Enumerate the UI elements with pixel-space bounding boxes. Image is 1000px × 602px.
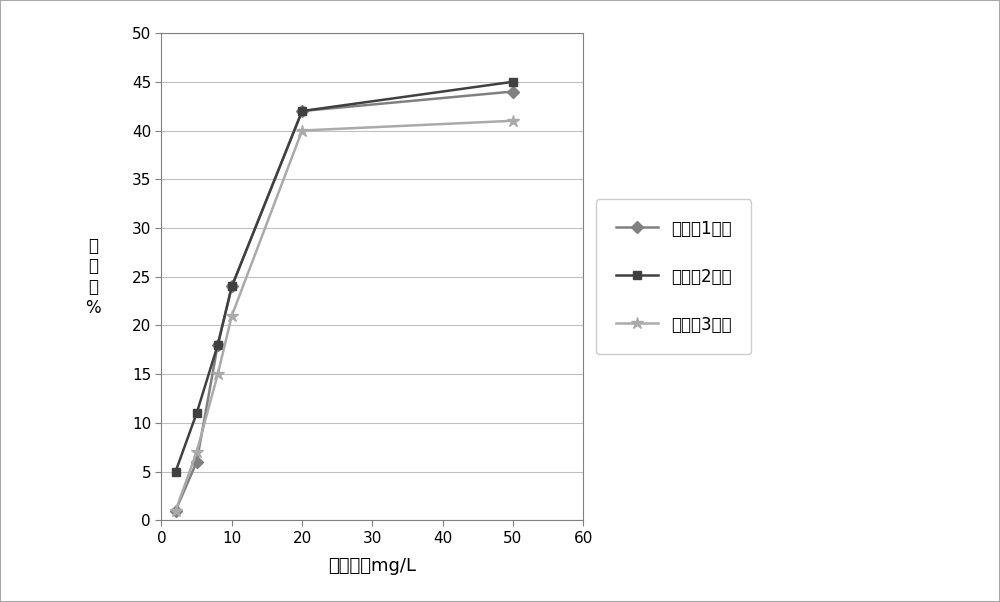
Line: 实施例3面霜: 实施例3面霜: [169, 114, 519, 517]
实施例1面霜: [170, 507, 182, 514]
实施例3面霜: [191, 448, 203, 456]
Line: 实施例2面霜: 实施例2面霜: [171, 78, 517, 476]
实施例1面霜: [191, 458, 203, 465]
实施例1面霜: [507, 88, 519, 95]
实施例2面霜: [191, 409, 203, 417]
实施例2面霜: [170, 468, 182, 476]
实施例2面霜: [296, 107, 308, 114]
Y-axis label: 清
除
率
%: 清 除 率 %: [85, 237, 101, 317]
实施例3面霜: [507, 117, 519, 125]
实施例3面霜: [212, 371, 224, 378]
X-axis label: 面霜浓度mg/L: 面霜浓度mg/L: [328, 557, 416, 575]
实施例1面霜: [296, 107, 308, 114]
实施例3面霜: [296, 127, 308, 134]
Line: 实施例1面霜: 实施例1面霜: [171, 87, 517, 515]
实施例3面霜: [226, 312, 238, 319]
Legend: 实施例1面霜, 实施例2面霜, 实施例3面霜: 实施例1面霜, 实施例2面霜, 实施例3面霜: [596, 199, 751, 354]
实施例2面霜: [226, 283, 238, 290]
实施例1面霜: [226, 283, 238, 290]
实施例2面霜: [507, 78, 519, 85]
实施例1面霜: [212, 341, 224, 349]
实施例3面霜: [170, 507, 182, 514]
实施例2面霜: [212, 341, 224, 349]
